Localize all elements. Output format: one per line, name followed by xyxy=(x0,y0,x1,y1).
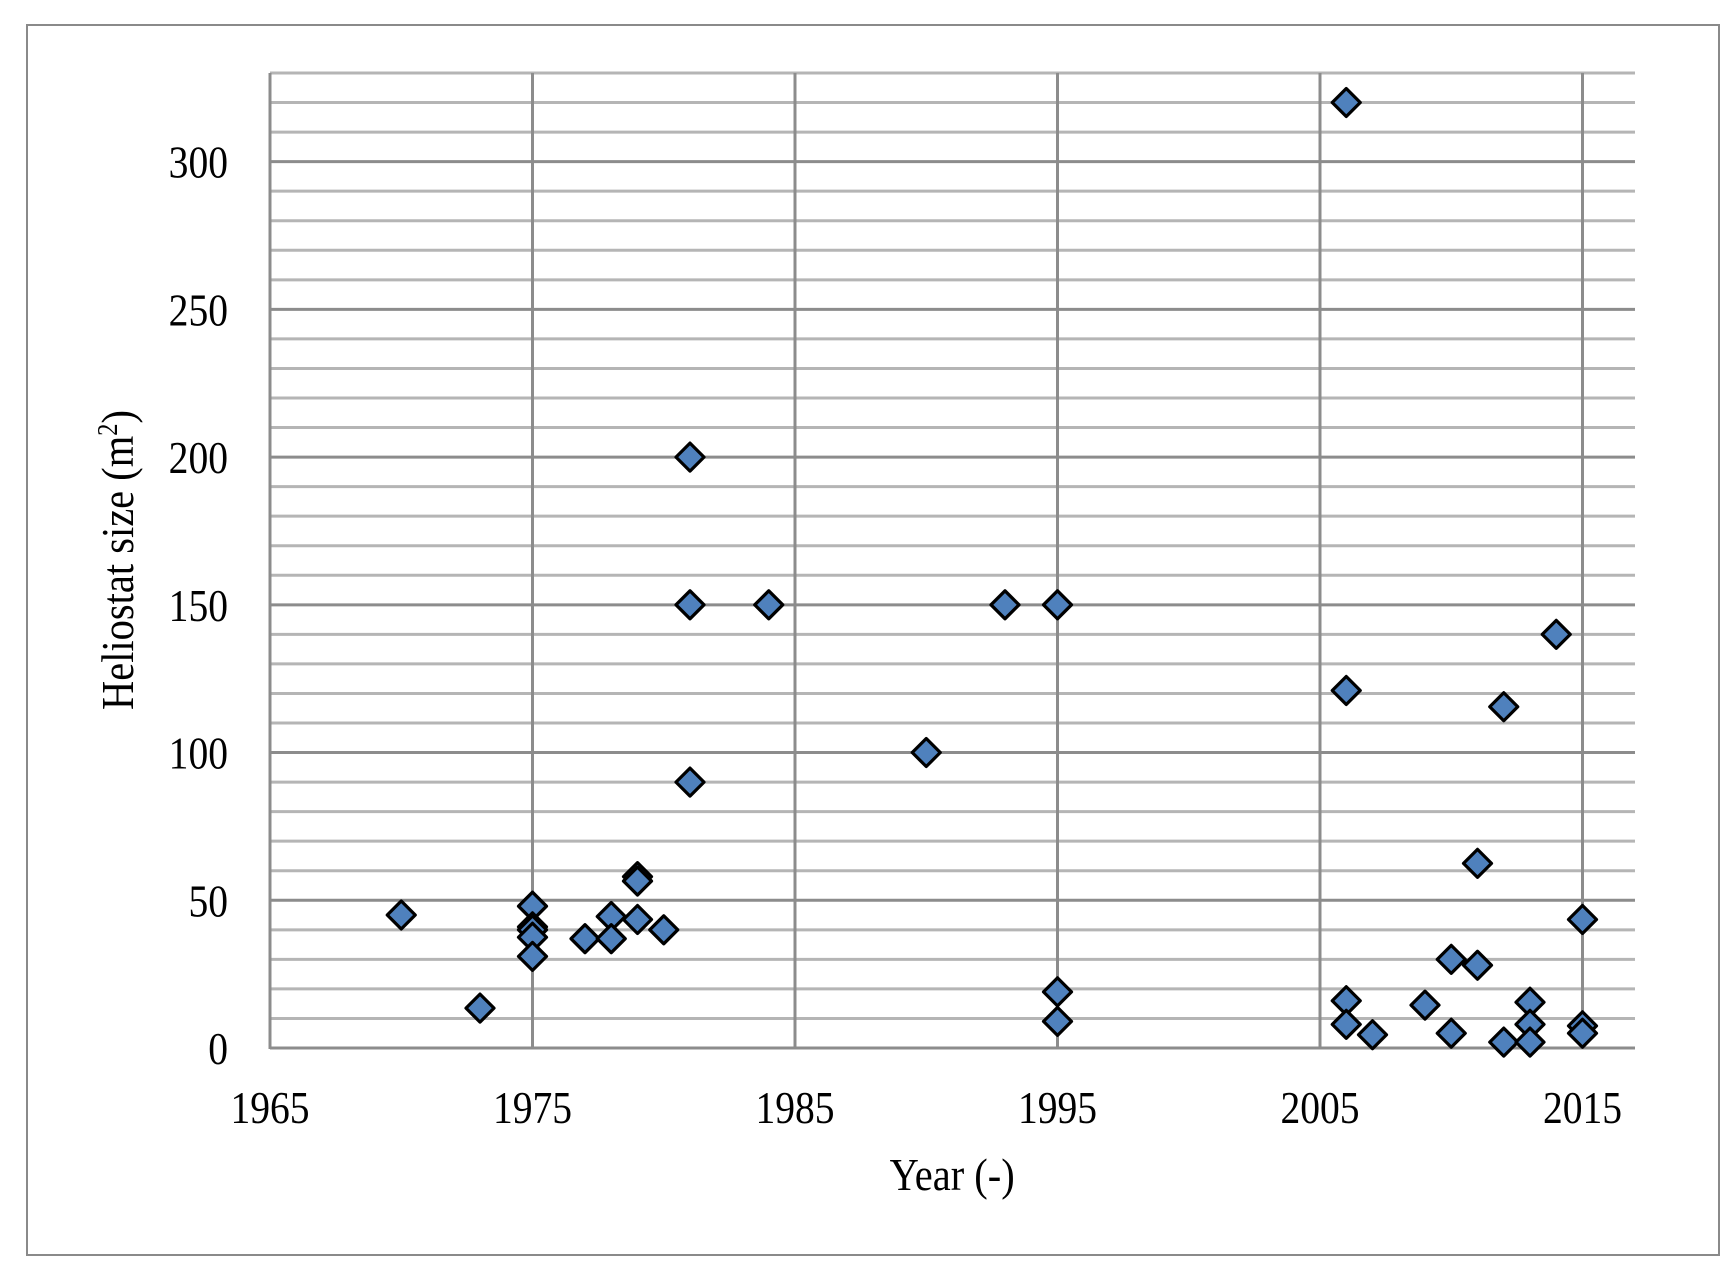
data-point-diamond-icon xyxy=(1461,847,1494,879)
data-point-diamond-icon xyxy=(989,589,1021,621)
data-point-diamond-icon xyxy=(674,441,706,473)
data-point-diamond-icon xyxy=(595,923,627,955)
axes xyxy=(268,73,1635,1050)
data-points xyxy=(385,86,1599,1058)
data-point-diamond-icon xyxy=(621,865,654,897)
data-point-diamond-icon xyxy=(674,766,706,798)
y-tick-label: 150 xyxy=(169,581,228,631)
gridlines xyxy=(270,71,1635,1048)
x-tick-label: 2015 xyxy=(1543,1083,1622,1133)
y-axis-title-close: ) xyxy=(93,410,144,423)
x-tick-label: 1985 xyxy=(755,1083,834,1133)
y-tick-label: 200 xyxy=(169,433,228,483)
data-point-diamond-icon xyxy=(1356,1019,1389,1051)
y-tick-label: 0 xyxy=(208,1024,228,1074)
data-point-diamond-icon xyxy=(464,992,496,1024)
x-axis-tick-labels: 1965 1975 1985 1995 2005 2015 xyxy=(230,1083,1622,1133)
data-point-diamond-icon xyxy=(1409,989,1441,1021)
data-point-diamond-icon xyxy=(648,914,680,946)
data-point-diamond-icon xyxy=(569,923,601,955)
x-tick-label: 1975 xyxy=(493,1083,572,1133)
y-axis-title: Heliostat size (m2) xyxy=(93,410,144,710)
y-tick-label: 50 xyxy=(188,877,228,927)
data-point-diamond-icon xyxy=(1461,949,1494,981)
data-point-diamond-icon xyxy=(1330,86,1362,119)
y-axis-title-base: Heliostat size (m xyxy=(93,436,144,710)
data-point-diamond-icon xyxy=(385,899,417,931)
data-point-diamond-icon xyxy=(1330,1008,1362,1040)
y-tick-label: 300 xyxy=(169,138,228,188)
x-tick-label: 2005 xyxy=(1280,1083,1359,1133)
data-point-diamond-icon xyxy=(1540,618,1572,650)
y-axis-tick-labels: 0 50 100 150 200 250 300 xyxy=(169,138,228,1075)
y-tick-label: 250 xyxy=(169,286,228,336)
data-point-diamond-icon xyxy=(1041,589,1074,621)
data-point-diamond-icon xyxy=(1566,1017,1599,1049)
data-point-diamond-icon xyxy=(674,589,706,621)
data-point-diamond-icon xyxy=(1435,1017,1467,1049)
x-tick-label: 1995 xyxy=(1018,1083,1097,1133)
x-tick-label: 1965 xyxy=(230,1083,309,1133)
chart-frame xyxy=(26,24,1720,1256)
data-point-diamond-icon xyxy=(753,589,785,621)
data-point-diamond-icon xyxy=(1435,943,1467,975)
data-point-diamond-icon xyxy=(516,940,549,973)
y-tick-label: 100 xyxy=(169,729,228,779)
y-axis-title-superscript: 2 xyxy=(93,423,124,435)
data-point-diamond-icon xyxy=(1330,674,1362,707)
x-axis-title: Year (-) xyxy=(890,1150,1015,1201)
data-point-diamond-icon xyxy=(1566,903,1599,936)
data-point-diamond-icon xyxy=(1514,1026,1546,1058)
data-point-diamond-icon xyxy=(1041,1005,1074,1038)
data-point-diamond-icon xyxy=(1488,1026,1520,1058)
data-point-diamond-icon xyxy=(910,736,942,769)
data-point-diamond-icon xyxy=(1488,691,1520,723)
data-point-diamond-icon xyxy=(621,903,654,936)
